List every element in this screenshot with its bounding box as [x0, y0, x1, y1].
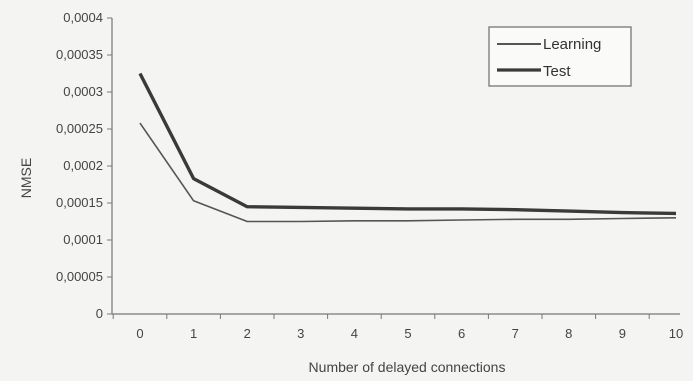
x-tick-label: 2: [244, 326, 251, 341]
y-tick-label: 0,00035: [56, 47, 103, 62]
y-tick-label: 0,0001: [63, 232, 103, 247]
x-tick-label: 9: [619, 326, 626, 341]
x-tick-label: 1: [190, 326, 197, 341]
x-tick-label: 10: [669, 326, 683, 341]
x-tick-label: 0: [136, 326, 143, 341]
y-tick-label: 0: [96, 306, 103, 321]
legend: Learning Test: [488, 26, 632, 87]
x-tick-label: 5: [404, 326, 411, 341]
y-tick-label: 0,0003: [63, 84, 103, 99]
y-tick-label: 0,00015: [56, 195, 103, 210]
legend-box: [488, 26, 632, 87]
y-tick-label: 0,00025: [56, 121, 103, 136]
y-axis-title: NMSE: [18, 158, 34, 198]
x-tick-label: 3: [297, 326, 304, 341]
y-axis-ticks: 0 0,00005 0,0001 0,00015 0,0002 0,00025 0,0003…: [56, 10, 112, 321]
y-tick-label: 0,00005: [56, 269, 103, 284]
x-tick-label: 6: [458, 326, 465, 341]
y-tick-label: 0,0002: [63, 158, 103, 173]
series-line-learning: [139, 122, 677, 223]
legend-label-test: Test: [543, 63, 571, 80]
x-axis-title: Number of delayed connections: [309, 359, 506, 375]
y-tick-label: 0,0004: [63, 10, 103, 25]
series-line-test: [138, 72, 677, 216]
x-tick-label: 4: [351, 326, 358, 341]
x-axis-ticks: 0 1 2 3 4 5 6 7 8 9 10: [112, 314, 683, 341]
series-layer: [138, 72, 677, 223]
x-tick-label: 8: [565, 326, 572, 341]
x-tick-label: 7: [512, 326, 519, 341]
legend-label-learning: Learning: [543, 36, 601, 53]
